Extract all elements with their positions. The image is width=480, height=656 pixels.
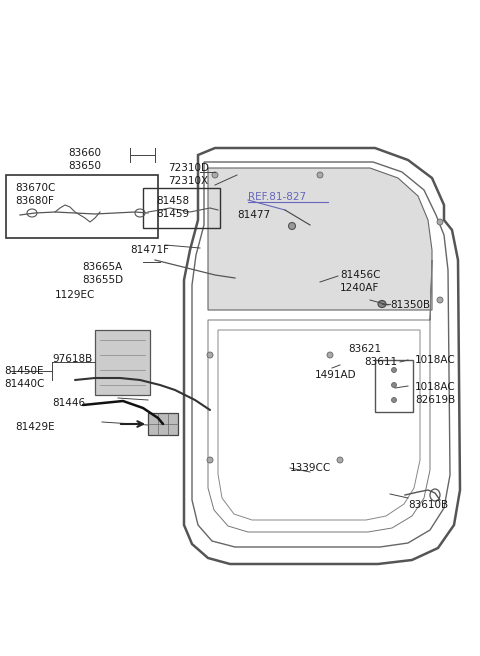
- Text: 97618B: 97618B: [52, 354, 92, 364]
- Text: 81459: 81459: [156, 209, 189, 219]
- Ellipse shape: [212, 172, 218, 178]
- Ellipse shape: [437, 297, 443, 303]
- Ellipse shape: [288, 222, 296, 230]
- Bar: [375, 360, 413, 412]
- Bar: [143, 188, 220, 228]
- Text: 81440C: 81440C: [4, 379, 44, 389]
- Ellipse shape: [207, 457, 213, 463]
- Text: 81350B: 81350B: [390, 300, 430, 310]
- Text: 72310X: 72310X: [168, 176, 208, 186]
- Text: 83655D: 83655D: [82, 275, 123, 285]
- Ellipse shape: [437, 219, 443, 225]
- Text: 1018AC: 1018AC: [415, 382, 456, 392]
- Text: 1491AD: 1491AD: [315, 370, 357, 380]
- Ellipse shape: [378, 300, 386, 308]
- Text: 1240AF: 1240AF: [340, 283, 379, 293]
- Text: 81446: 81446: [52, 398, 85, 408]
- Ellipse shape: [392, 367, 396, 373]
- Ellipse shape: [337, 457, 343, 463]
- Text: 81429E: 81429E: [15, 422, 55, 432]
- Text: 1339CC: 1339CC: [290, 463, 331, 473]
- Ellipse shape: [207, 352, 213, 358]
- Ellipse shape: [327, 352, 333, 358]
- Text: 82619B: 82619B: [415, 395, 455, 405]
- Text: 83680F: 83680F: [15, 196, 54, 206]
- Ellipse shape: [392, 382, 396, 388]
- Text: 81456C: 81456C: [340, 270, 381, 280]
- Bar: [148, 413, 178, 435]
- Text: 81477: 81477: [237, 210, 270, 220]
- Text: REF.81-827: REF.81-827: [248, 192, 306, 202]
- Bar: [95, 330, 150, 395]
- Text: 81450E: 81450E: [4, 366, 44, 376]
- Text: 81471F: 81471F: [130, 245, 169, 255]
- Text: 83621: 83621: [348, 344, 381, 354]
- Text: 1018AC: 1018AC: [415, 355, 456, 365]
- Polygon shape: [208, 168, 432, 310]
- Text: 83610B: 83610B: [408, 500, 448, 510]
- Text: 83665A: 83665A: [82, 262, 122, 272]
- Text: 83670C: 83670C: [15, 183, 55, 193]
- Ellipse shape: [317, 172, 323, 178]
- Text: 1129EC: 1129EC: [55, 290, 96, 300]
- Bar: [6, 175, 158, 238]
- Text: 83660: 83660: [68, 148, 101, 158]
- Text: 72310D: 72310D: [168, 163, 209, 173]
- Text: 83611: 83611: [364, 357, 397, 367]
- Ellipse shape: [392, 398, 396, 403]
- Text: 81458: 81458: [156, 196, 189, 206]
- Text: 83650: 83650: [68, 161, 101, 171]
